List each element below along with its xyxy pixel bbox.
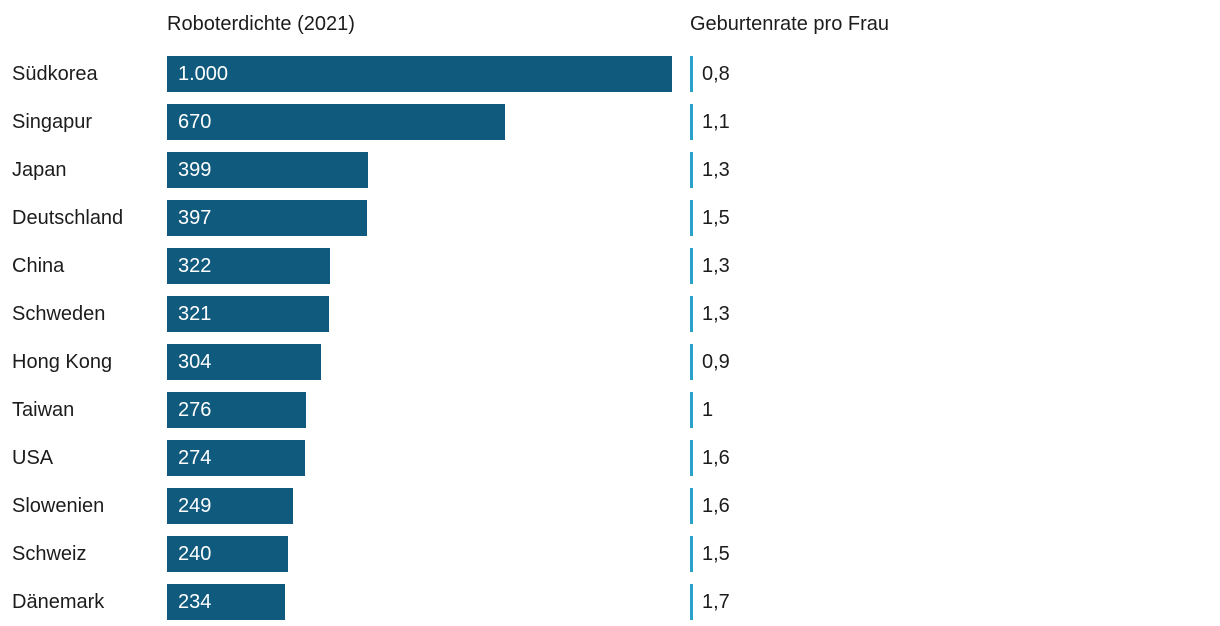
country-label: Schweiz (12, 542, 87, 565)
birthrate-tick-mark (690, 248, 693, 284)
robot-density-bar: 670 (167, 104, 505, 140)
robot-density-bar: 234 (167, 584, 285, 620)
country-label: Singapur (12, 110, 93, 133)
robot-density-bar: 274 (167, 440, 305, 476)
country-label: Dänemark (12, 590, 105, 613)
birthrate-value-label: 1,3 (702, 302, 730, 325)
chart-row: China 322 1,3 (0, 242, 1220, 290)
robot-density-bar: 322 (167, 248, 330, 284)
birthrate-tick-mark (690, 536, 693, 572)
robot-density-column-header: Roboterdichte (2021) (167, 13, 355, 35)
chart-row: Singapur 670 1,1 (0, 98, 1220, 146)
birthrate-column-header: Geburtenrate pro Frau (690, 13, 889, 35)
birthrate-tick-mark (690, 56, 693, 92)
chart-row: Japan 399 1,3 (0, 146, 1220, 194)
robot-density-value-label: 274 (178, 446, 212, 469)
birthrate-value-label: 1,5 (702, 206, 730, 229)
column-headers: Roboterdichte (2021) Geburtenrate pro Fr… (0, 0, 1220, 50)
country-label: Deutschland (12, 206, 124, 229)
birthrate-value-label: 1,3 (702, 254, 730, 277)
birthrate-value-label: 0,8 (702, 62, 730, 85)
chart-row: Schweiz 240 1,5 (0, 530, 1220, 578)
robot-density-value-label: 249 (178, 494, 212, 517)
country-label: Taiwan (12, 398, 75, 421)
birthrate-tick-mark (690, 344, 693, 380)
birthrate-value-label: 1,6 (702, 494, 730, 517)
robot-density-value-label: 1.000 (178, 62, 229, 85)
country-label: Japan (12, 158, 67, 181)
robot-density-value-label: 276 (178, 398, 212, 421)
robot-density-value-label: 670 (178, 110, 212, 133)
chart-row: Deutschland 397 1,5 (0, 194, 1220, 242)
birthrate-tick-mark (690, 584, 693, 620)
birthrate-tick-mark (690, 296, 693, 332)
country-label: Hong Kong (12, 350, 113, 373)
robot-density-value-label: 397 (178, 206, 212, 229)
chart-row: Taiwan 276 1 (0, 386, 1220, 434)
robot-density-bar: 399 (167, 152, 368, 188)
birthrate-value-label: 1 (702, 398, 714, 421)
robot-density-value-label: 399 (178, 158, 212, 181)
chart-rows: Südkorea 1.000 0,8 Singapur 670 1,1 Japa… (0, 50, 1220, 626)
robot-density-bar: 397 (167, 200, 367, 236)
birthrate-tick-mark (690, 200, 693, 236)
chart-row: Dänemark 234 1,7 (0, 578, 1220, 626)
robot-density-bar: 249 (167, 488, 293, 524)
country-label: Slowenien (12, 494, 105, 517)
robot-density-value-label: 321 (178, 302, 212, 325)
robot-density-bar: 1.000 (167, 56, 672, 92)
birthrate-value-label: 0,9 (702, 350, 730, 373)
birthrate-value-label: 1,5 (702, 542, 730, 565)
robot-density-value-label: 322 (178, 254, 212, 277)
birthrate-value-label: 1,3 (702, 158, 730, 181)
birthrate-value-label: 1,1 (702, 110, 730, 133)
birthrate-tick-mark (690, 152, 693, 188)
robot-density-bar: 321 (167, 296, 329, 332)
robot-density-bar: 276 (167, 392, 306, 428)
birthrate-value-label: 1,7 (702, 590, 730, 613)
birthrate-tick-mark (690, 104, 693, 140)
country-label: USA (12, 446, 54, 469)
country-label: Südkorea (12, 62, 98, 85)
birthrate-tick-mark (690, 440, 693, 476)
robot-density-bar: 240 (167, 536, 288, 572)
birthrate-tick-mark (690, 392, 693, 428)
robot-density-value-label: 234 (178, 590, 212, 613)
country-label: Schweden (12, 302, 106, 325)
robot-density-value-label: 240 (178, 542, 212, 565)
robot-density-bar: 304 (167, 344, 321, 380)
chart-row: Slowenien 249 1,6 (0, 482, 1220, 530)
robot-density-value-label: 304 (178, 350, 212, 373)
birthrate-tick-mark (690, 488, 693, 524)
birthrate-value-label: 1,6 (702, 446, 730, 469)
country-label: China (12, 254, 65, 277)
chart-row: Südkorea 1.000 0,8 (0, 50, 1220, 98)
chart-row: USA 274 1,6 (0, 434, 1220, 482)
chart-row: Hong Kong 304 0,9 (0, 338, 1220, 386)
chart-row: Schweden 321 1,3 (0, 290, 1220, 338)
